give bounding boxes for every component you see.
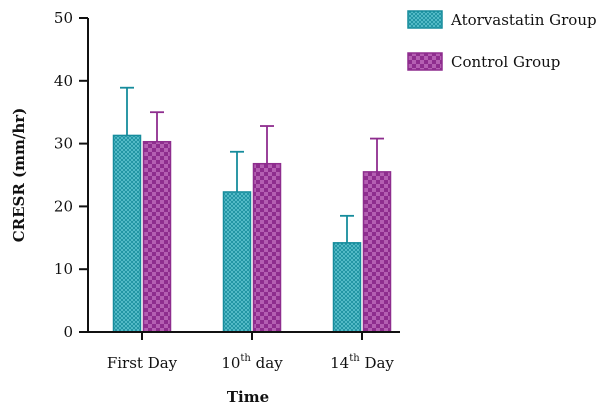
bar-control <box>142 140 172 333</box>
x-tick-label: 10th day <box>221 353 283 372</box>
legend: Atorvastatin Group Control Group <box>407 10 597 71</box>
y-tick-label: 10 <box>54 260 73 278</box>
y-tick-label: 50 <box>54 9 73 27</box>
x-tick-label: First Day <box>107 354 178 372</box>
bar-control <box>252 162 282 333</box>
bar-atorvastatin <box>112 134 142 333</box>
legend-swatch-control <box>407 52 443 71</box>
bar-atorvastatin <box>222 191 252 333</box>
legend-label-control: Control Group <box>451 53 560 71</box>
plot-area: 0 10 20 30 40 50 First Day 10th day 14th Day <box>54 9 395 372</box>
y-axis-title: CRESR (mm/hr) <box>10 108 28 243</box>
bar-control <box>362 171 392 333</box>
y-tick-label: 40 <box>54 72 73 90</box>
y-tick-label: 30 <box>54 135 73 153</box>
y-tick-label: 0 <box>63 323 73 341</box>
bar-atorvastatin <box>332 242 362 333</box>
y-tick-label: 20 <box>54 197 73 215</box>
x-axis-title: Time <box>227 388 269 405</box>
legend-swatch-atorvastatin <box>407 10 443 29</box>
legend-label-atorvastatin: Atorvastatin Group <box>450 11 597 29</box>
x-tick-label: 14th Day <box>330 353 394 372</box>
